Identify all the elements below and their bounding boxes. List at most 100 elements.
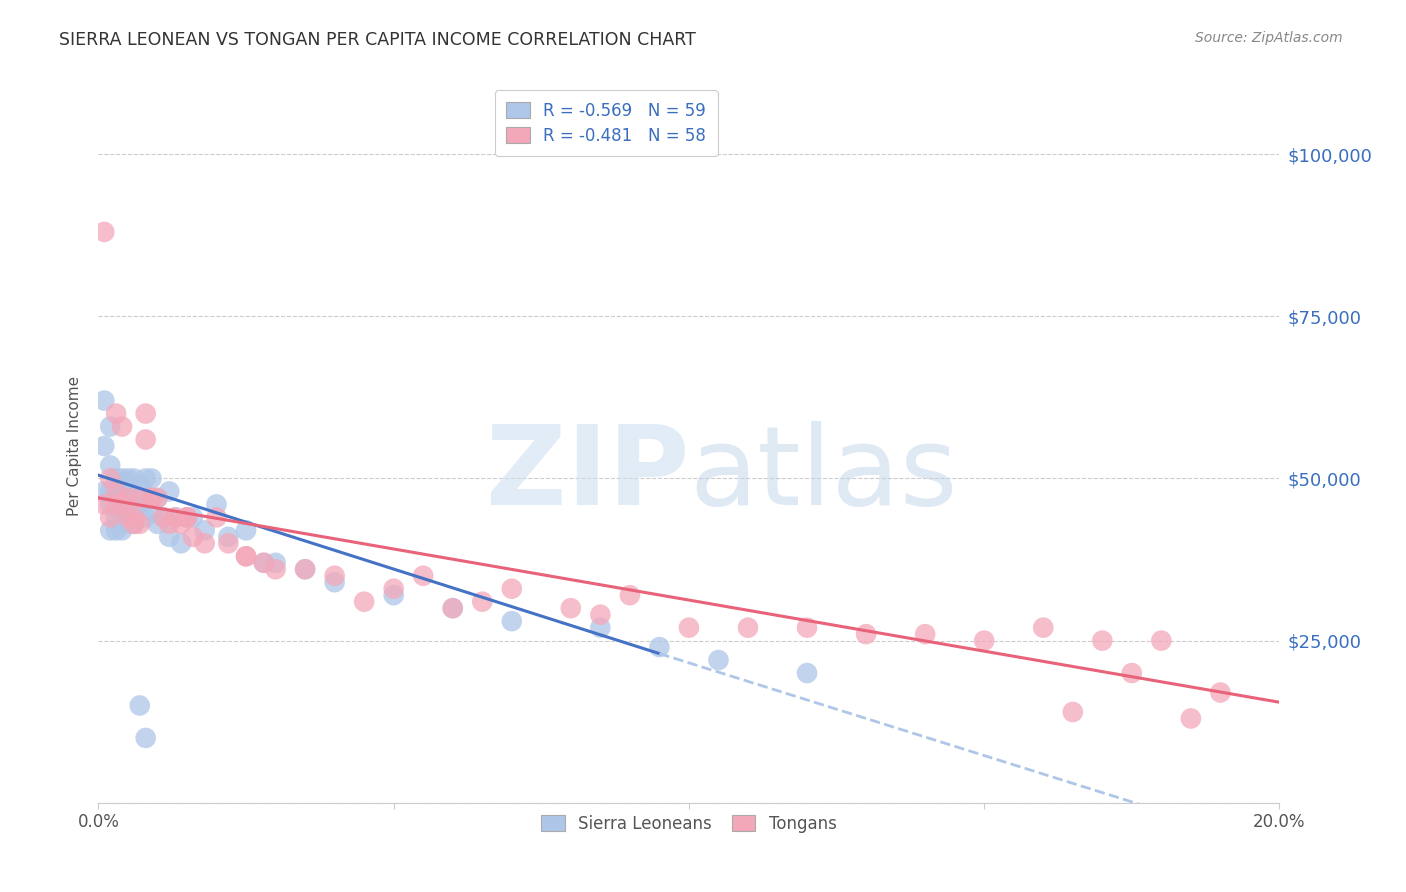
- Point: [98, 510, 121, 524]
- Point: [141, 491, 163, 505]
- Point: [93, 497, 115, 511]
- Point: [128, 497, 150, 511]
- Point: [111, 497, 134, 511]
- Point: [135, 407, 157, 421]
- Point: [205, 497, 228, 511]
- Point: [122, 471, 145, 485]
- Point: [707, 653, 730, 667]
- Point: [117, 510, 139, 524]
- Point: [98, 458, 121, 473]
- Point: [105, 407, 128, 421]
- Point: [105, 484, 128, 499]
- Point: [117, 491, 139, 505]
- Point: [105, 484, 128, 499]
- Point: [560, 601, 582, 615]
- Point: [471, 595, 494, 609]
- Point: [619, 588, 641, 602]
- Point: [117, 516, 139, 531]
- Point: [128, 478, 150, 492]
- Point: [217, 536, 239, 550]
- Point: [122, 510, 145, 524]
- Point: [157, 530, 180, 544]
- Point: [117, 471, 139, 485]
- Point: [93, 393, 115, 408]
- Point: [146, 516, 169, 531]
- Point: [122, 516, 145, 531]
- Point: [501, 582, 523, 596]
- Point: [122, 491, 145, 505]
- Point: [141, 491, 163, 505]
- Point: [141, 471, 163, 485]
- Point: [973, 633, 995, 648]
- Point: [382, 582, 405, 596]
- Point: [589, 607, 612, 622]
- Point: [165, 510, 187, 524]
- Point: [1032, 621, 1054, 635]
- Point: [105, 510, 128, 524]
- Text: atlas: atlas: [689, 421, 957, 528]
- Point: [111, 497, 134, 511]
- Point: [855, 627, 877, 641]
- Text: SIERRA LEONEAN VS TONGAN PER CAPITA INCOME CORRELATION CHART: SIERRA LEONEAN VS TONGAN PER CAPITA INCO…: [59, 31, 696, 49]
- Point: [152, 510, 174, 524]
- Point: [111, 419, 134, 434]
- Point: [98, 419, 121, 434]
- Point: [117, 484, 139, 499]
- Legend: Sierra Leoneans, Tongans: Sierra Leoneans, Tongans: [530, 803, 848, 845]
- Point: [1180, 711, 1202, 725]
- Point: [737, 621, 759, 635]
- Point: [678, 621, 700, 635]
- Point: [122, 516, 145, 531]
- Point: [589, 621, 612, 635]
- Point: [382, 588, 405, 602]
- Point: [264, 562, 287, 576]
- Point: [170, 516, 193, 531]
- Point: [111, 471, 134, 485]
- Text: Source: ZipAtlas.com: Source: ZipAtlas.com: [1195, 31, 1343, 45]
- Point: [323, 568, 346, 582]
- Point: [128, 698, 150, 713]
- Point: [105, 471, 128, 485]
- Point: [501, 614, 523, 628]
- Point: [93, 439, 115, 453]
- Point: [165, 510, 187, 524]
- Point: [128, 516, 150, 531]
- Point: [1209, 685, 1232, 699]
- Point: [98, 497, 121, 511]
- Point: [128, 491, 150, 505]
- Point: [157, 516, 180, 531]
- Point: [914, 627, 936, 641]
- Point: [205, 510, 228, 524]
- Point: [157, 484, 180, 499]
- Point: [648, 640, 671, 654]
- Point: [98, 484, 121, 499]
- Point: [235, 549, 257, 564]
- Y-axis label: Per Capita Income: Per Capita Income: [67, 376, 83, 516]
- Point: [1062, 705, 1084, 719]
- Point: [111, 510, 134, 524]
- Point: [98, 471, 121, 485]
- Point: [105, 497, 128, 511]
- Point: [135, 510, 157, 524]
- Point: [170, 536, 193, 550]
- Point: [1091, 633, 1114, 648]
- Point: [323, 575, 346, 590]
- Point: [111, 524, 134, 538]
- Point: [135, 731, 157, 745]
- Point: [264, 556, 287, 570]
- Point: [141, 491, 163, 505]
- Point: [353, 595, 375, 609]
- Point: [176, 510, 198, 524]
- Point: [1121, 666, 1143, 681]
- Point: [135, 433, 157, 447]
- Point: [117, 510, 139, 524]
- Point: [93, 225, 115, 239]
- Point: [796, 666, 818, 681]
- Point: [122, 510, 145, 524]
- Point: [105, 497, 128, 511]
- Point: [146, 491, 169, 505]
- Point: [141, 504, 163, 518]
- Point: [111, 484, 134, 499]
- Point: [441, 601, 464, 615]
- Point: [217, 530, 239, 544]
